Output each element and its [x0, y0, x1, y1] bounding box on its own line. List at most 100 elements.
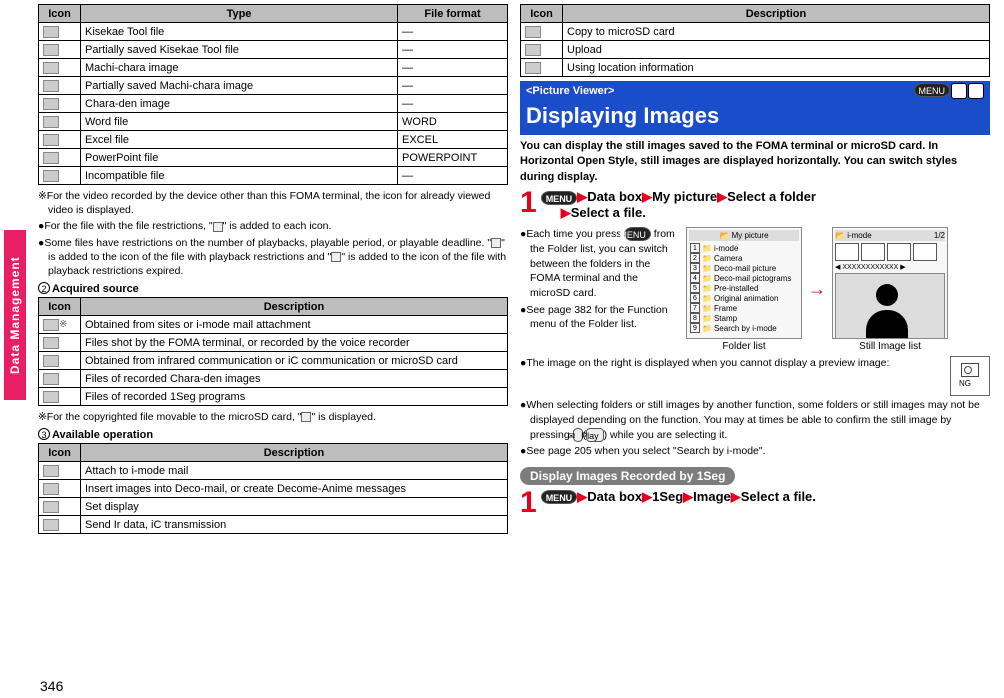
ops-table: Icon Description Attach to i-mode mailIn… — [38, 443, 508, 534]
image-list-shot: 📂 i-mode 1/2 ◀ XXXXXXXXXXXX ▶ — [832, 227, 948, 339]
icon-cell — [521, 23, 563, 41]
list-index: 8 — [690, 313, 700, 323]
list-label: Search by i-mode — [714, 324, 777, 333]
desc-cell: Obtained from infrared communication or … — [81, 352, 508, 370]
imagelist-page: 1/2 — [934, 231, 945, 240]
folder-icon: 📁 — [702, 284, 712, 293]
ppt-icon — [43, 152, 59, 164]
note-video: ※For the video recorded by the device ot… — [38, 189, 508, 217]
key-menu-icon: MENU — [541, 191, 578, 205]
copy-icon — [525, 26, 541, 38]
table-row: Excel fileEXCEL — [39, 131, 508, 149]
type-cell: Partially saved Kisekae Tool file — [81, 41, 398, 59]
list-label: Stamp — [714, 314, 737, 323]
format-cell: — — [398, 41, 508, 59]
arrow-icon: → — [808, 279, 826, 300]
list-label: Pre-installed — [714, 284, 758, 293]
key-6: 6 — [968, 83, 984, 99]
txt: while you are selecting it. — [607, 429, 727, 441]
icon-cell — [39, 59, 81, 77]
screenshots: 📂 My picture 1📁i-mode2📁Camera3📁Deco-mail… — [686, 227, 948, 352]
format-cell: — — [398, 23, 508, 41]
folder-icon: 📁 — [702, 294, 712, 303]
th-format: File format — [398, 5, 508, 23]
kisekae-icon — [43, 26, 59, 38]
list-item: 8📁Stamp — [689, 313, 799, 323]
table-row: ※Obtained from sites or i-mode mail atta… — [39, 316, 508, 334]
list-item: 2📁Camera — [689, 253, 799, 263]
pv-intro: You can display the still images saved t… — [520, 139, 990, 185]
txt: ●Some files have restrictions on the num… — [38, 237, 491, 249]
icon-cell — [521, 59, 563, 77]
table-row: Attach to i-mode mail — [39, 462, 508, 480]
format-cell: — — [398, 59, 508, 77]
sd-icon — [301, 412, 311, 422]
list-index: 4 — [690, 273, 700, 283]
icon-cell — [39, 23, 81, 41]
txt: " is displayed. — [311, 411, 375, 423]
step2-num: 1 — [520, 489, 537, 517]
step2-a: Data box — [587, 489, 642, 504]
desc-cell: Attach to i-mode mail — [81, 462, 508, 480]
txt: ●For the file with the file restrictions… — [38, 220, 213, 232]
list-item: 9📁Search by i-mode — [689, 323, 799, 333]
table-row: Kisekae Tool file— — [39, 23, 508, 41]
icon-cell — [39, 77, 81, 95]
table-row: Copy to microSD card — [521, 23, 990, 41]
desc-cell: Set display — [81, 498, 508, 516]
step1-notes: ●Each time you press MENU from the Folde… — [520, 225, 680, 354]
table-row: Upload — [521, 41, 990, 59]
imagelist-title: i-mode — [847, 231, 871, 240]
word-icon — [43, 116, 59, 128]
desc-cell: Files shot by the FOMA terminal, or reco… — [81, 334, 508, 352]
table-row: Files shot by the FOMA terminal, or reco… — [39, 334, 508, 352]
th-icon: Icon — [39, 444, 81, 462]
step2: 1 MENU▶Data box▶1Seg▶Image▶Select a file… — [520, 489, 990, 517]
chara-icon — [43, 98, 59, 110]
folder-icon: 📁 — [702, 264, 712, 273]
list-item: 7📁Frame — [689, 303, 799, 313]
excel-icon — [43, 134, 59, 146]
list-index: 5 — [690, 283, 700, 293]
desc-cell: Insert images into Deco-mail, or create … — [81, 480, 508, 498]
type-cell: PowerPoint file — [81, 149, 398, 167]
file-type-table: Icon Type File format Kisekae Tool file—… — [38, 4, 508, 185]
clock-expired-icon — [331, 252, 341, 262]
table-row: Incompatible file— — [39, 167, 508, 185]
th-icon: Icon — [521, 5, 563, 23]
table-row: Word fileWORD — [39, 113, 508, 131]
icon-cell — [39, 113, 81, 131]
star-note: ※ — [59, 319, 67, 330]
list-index: 1 — [690, 243, 700, 253]
list-item: 5📁Pre-installed — [689, 283, 799, 293]
icon-cell — [39, 498, 81, 516]
type-cell: Machi-chara image — [81, 59, 398, 77]
step1-d: Select a file. — [571, 205, 646, 220]
th-desc: Description — [81, 444, 508, 462]
list-label: Original animation — [714, 294, 778, 303]
th-icon: Icon — [39, 5, 81, 23]
step1-note-a: ●Each time you press MENU from the Folde… — [520, 227, 680, 300]
folder-caption: Folder list — [686, 341, 802, 352]
table-row: Chara-den image— — [39, 95, 508, 113]
step1-c: Select a folder — [727, 189, 816, 204]
format-cell: — — [398, 77, 508, 95]
step1-num: 1 — [520, 189, 537, 217]
table-row: Send Ir data, iC transmission — [39, 516, 508, 534]
list-label: Frame — [714, 304, 737, 313]
list-label: Camera — [714, 254, 742, 263]
key-menu-icon: MENU — [541, 490, 578, 504]
key-4: 4 — [951, 83, 967, 99]
subhead-acquired-label: Acquired source — [52, 283, 139, 295]
txt: ※For the copyrighted file movable to the… — [38, 411, 301, 423]
clock-icon — [491, 238, 501, 248]
th-desc: Description — [563, 5, 990, 23]
list-item: 1📁i-mode — [689, 243, 799, 253]
icon-cell — [39, 462, 81, 480]
list-index: 9 — [690, 323, 700, 333]
folder-icon: 📁 — [702, 314, 712, 323]
person-icon — [835, 273, 945, 339]
list-index: 2 — [690, 253, 700, 263]
list-label: Deco-mail picture — [714, 264, 776, 273]
subhead-available-label: Available operation — [52, 429, 153, 441]
